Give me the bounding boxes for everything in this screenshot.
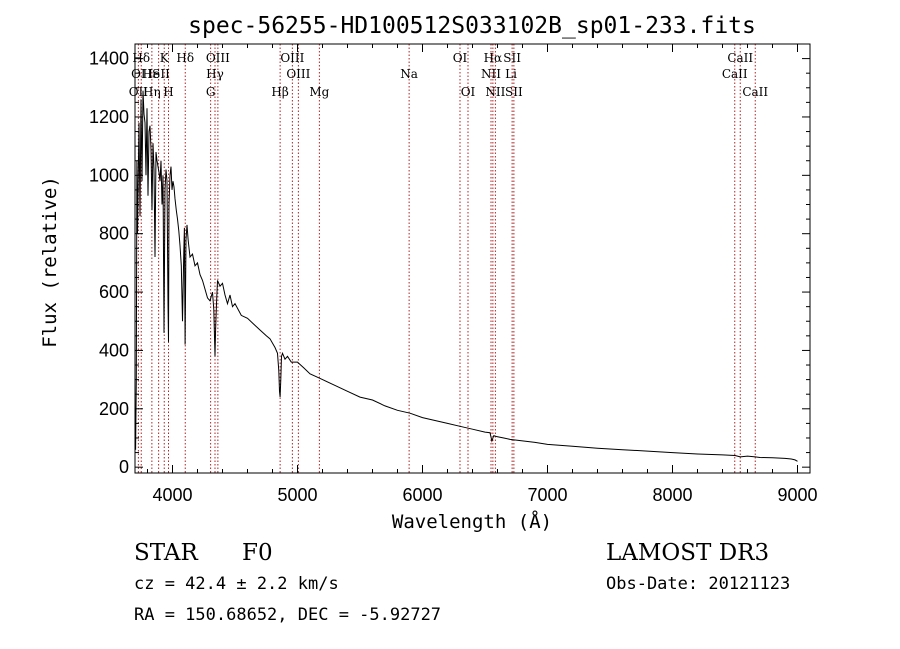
x-tick-label: 5000 [277,485,317,505]
emission-line-label: Hδ [132,51,150,65]
emission-line-label: OI [461,85,476,99]
emission-line-label: He [142,67,160,81]
emission-line-label: Mg [309,85,329,99]
y-axis-ticks: 0 200 400 600 800 1000 1200 1400 [89,49,810,477]
emission-line-label: Li [505,67,517,81]
emission-line-label: OIII [286,67,310,81]
emission-line-label: CaII [742,85,768,99]
emission-line-label: ISII [147,67,170,81]
object-class: STAR [134,540,198,566]
x-tick-label: 6000 [402,485,442,505]
emission-line-label: OIII [280,51,304,65]
emission-line-label: K [160,51,170,65]
y-tick-label: 800 [99,224,129,244]
x-axis-label: Wavelength (Å) [392,510,552,533]
y-tick-label: 200 [99,399,129,419]
emission-line-label: OIII [206,51,230,65]
emission-line-label: CaII [722,67,748,81]
coordinates-readout: RA = 150.68652, DEC = -5.92727 [134,605,441,625]
emission-line-label: Hγ [206,67,224,81]
y-axis-label: Flux (relative) [39,176,61,348]
emission-line-label: H [163,85,173,99]
emission-line-label: G [206,85,216,99]
observation-date: Obs-Date: 20121123 [606,574,790,594]
x-tick-label: 4000 [152,485,192,505]
emission-line-label: OI [453,51,468,65]
y-tick-label: 400 [99,340,129,360]
emission-line-label: Hη [143,85,161,99]
emission-line-label: SII [503,51,521,65]
redshift-readout: cz = 42.4 ± 2.2 km/s [134,574,339,594]
emission-line-label: NII [485,85,505,99]
y-tick-label: 600 [99,282,129,302]
emission-line-label: SII [505,85,523,99]
plot-frame [134,43,811,474]
spectral-subclass: F0 [242,540,273,566]
emission-line-markers [137,44,756,473]
survey-name: LAMOST DR3 [606,540,769,566]
emission-line-label: NII [481,67,501,81]
emission-line-label: Hβ [271,85,288,99]
emission-line-label: Na [400,67,418,81]
emission-line-label: Hδ [176,51,194,65]
spectrum-line [135,90,798,462]
x-axis-ticks: 4000 5000 6000 7000 8000 9000 [147,44,818,505]
emission-line-label: CaII [727,51,753,65]
y-tick-label: 1200 [89,107,129,127]
y-tick-label: 0 [119,457,129,477]
x-tick-label: 8000 [652,485,692,505]
x-tick-label: 9000 [777,485,817,505]
chart-title: spec-56255-HD100512S033102B_sp01-233.fit… [188,13,756,39]
x-tick-label: 7000 [527,485,567,505]
y-tick-label: 1000 [89,165,129,185]
y-tick-label: 1400 [89,49,129,69]
emission-line-label: Hα [484,51,503,65]
